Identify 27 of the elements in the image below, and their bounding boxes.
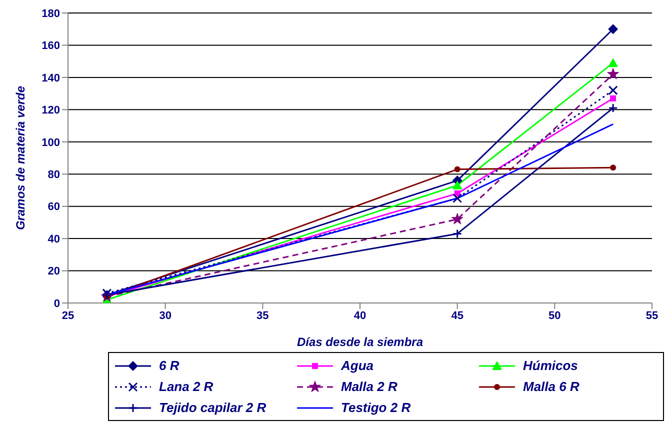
- y-tick-label: 180: [42, 8, 60, 20]
- y-tick-label: 0: [54, 298, 60, 310]
- y-axis-title: Gramos de materia verde: [13, 86, 28, 230]
- legend-label: Agua: [341, 358, 374, 373]
- x-tick-label: 35: [256, 310, 269, 322]
- y-tick-label: 80: [48, 169, 60, 182]
- x-tick-label: 45: [451, 310, 464, 322]
- legend-label: Húmicos: [523, 358, 578, 373]
- legend-label: Malla 2 R: [341, 379, 398, 394]
- x-tick-label: 50: [548, 310, 561, 322]
- legend-label: Malla 6 R: [523, 379, 580, 394]
- legend-label: 6 R: [159, 358, 180, 373]
- legend-label: Tejido capilar 2 R: [159, 400, 266, 415]
- x-tick-label: 30: [159, 310, 172, 322]
- y-tick-label: 40: [48, 233, 60, 246]
- x-axis-title: Días desde la siembra: [296, 335, 424, 349]
- y-tick-label: 60: [48, 201, 60, 214]
- y-tick-label: 160: [42, 40, 60, 52]
- y-tick-label: 140: [42, 72, 60, 84]
- legend-label: Lana 2 R: [159, 379, 214, 394]
- y-tick-label: 100: [42, 136, 60, 149]
- x-tick-label: 55: [646, 310, 658, 322]
- y-tick-label: 20: [48, 266, 60, 278]
- x-tick-label: 25: [62, 310, 74, 322]
- x-tick-label: 40: [354, 310, 366, 322]
- y-tick-label: 120: [42, 104, 60, 117]
- legend-label: Testigo 2 R: [341, 400, 411, 415]
